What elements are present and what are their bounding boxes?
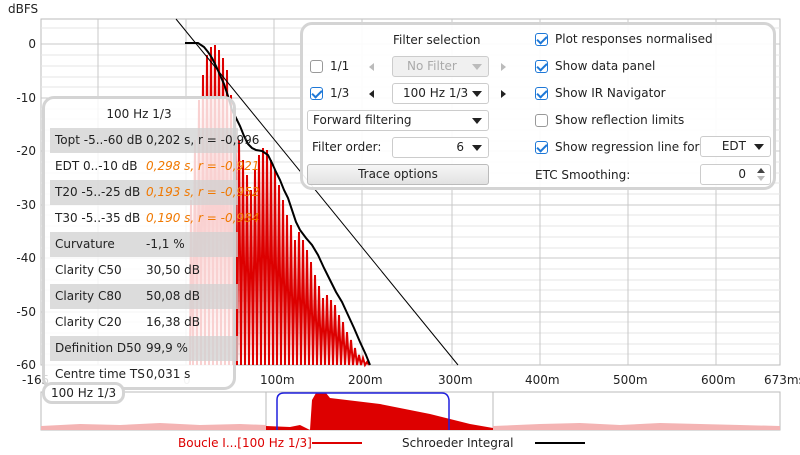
x-tick: 600m xyxy=(701,373,736,387)
data-row-curvature: Curvature -1,1 % xyxy=(50,232,238,257)
data-row-edt: EDT 0..-10 dB 0,298 s, r = -0,921 xyxy=(50,154,259,179)
show-regression-label: Show regression line for: xyxy=(555,140,704,154)
data-row-ts: Centre time TS 0,031 s xyxy=(50,362,238,387)
spin-up-icon[interactable] xyxy=(757,168,765,173)
navigator-trace xyxy=(266,393,493,430)
data-panel-title: 100 Hz 1/3 xyxy=(106,107,172,121)
data-row-d50: Definition D50 99,9 % xyxy=(50,336,238,361)
data-label: T20 -5..-25 dB xyxy=(55,185,141,199)
data-value: 0,193 s, r = -0,952 xyxy=(146,185,260,199)
data-label: Definition D50 xyxy=(55,341,142,355)
etc-curve-series xyxy=(189,44,370,368)
x-tick: 500m xyxy=(613,373,648,387)
data-value: 0,190 s, r = -0,984 xyxy=(146,211,260,225)
filter-1-3-value: 100 Hz 1/3 xyxy=(403,86,469,100)
filtering-mode-select[interactable]: Forward filtering xyxy=(307,110,489,131)
prev-filter-1-3-icon[interactable] xyxy=(369,90,374,98)
filtering-mode-value: Forward filtering xyxy=(313,113,412,127)
data-panel[interactable]: 100 Hz 1/3 Topt -5..-60 dB 0,202 s, r = … xyxy=(42,96,259,390)
filter-1-3-select[interactable]: 100 Hz 1/3 xyxy=(392,83,489,104)
x-tick: 400m xyxy=(525,373,560,387)
prev-filter-1-1-icon[interactable] xyxy=(369,63,374,71)
show-ir-navigator-checkbox[interactable] xyxy=(535,87,548,100)
x-tick: 100m xyxy=(260,373,295,387)
show-data-panel-checkbox[interactable] xyxy=(535,60,548,73)
data-value: -1,1 % xyxy=(146,237,185,251)
filter-1-1-select[interactable]: No Filter xyxy=(392,56,489,77)
data-value: 0,031 s xyxy=(146,367,191,381)
data-value: 99,9 % xyxy=(146,341,188,355)
data-row-t30: T30 -5..-35 dB 0,190 s, r = -0,984 xyxy=(50,206,259,231)
octave-1-1-label: 1/1 xyxy=(330,59,350,73)
x-tick: 200m xyxy=(348,373,383,387)
filter-order-value: 6 xyxy=(456,140,464,154)
show-data-panel-label: Show data panel xyxy=(555,59,656,73)
ir-navigator-label: 100 Hz 1/3 xyxy=(42,382,126,404)
trace-options-button[interactable]: Trace options xyxy=(307,164,489,185)
chevron-down-icon xyxy=(472,64,482,70)
octave-1-3-checkbox[interactable] xyxy=(310,87,323,100)
chevron-down-icon xyxy=(472,118,482,124)
filter-order-label: Filter order: xyxy=(312,140,382,154)
graph-controls-panel: Filter selection 1/1 No Filter 1/3 100 H… xyxy=(300,22,776,190)
y-tick: -60 xyxy=(16,358,36,372)
data-value: 0,298 s, r = -0,921 xyxy=(146,159,260,173)
legend-etc-label: Boucle I...[100 Hz 1/3] xyxy=(178,436,312,450)
y-tick: -30 xyxy=(16,198,36,212)
data-value: 50,08 dB xyxy=(146,289,201,303)
navigator-noise xyxy=(41,423,780,430)
show-reflection-limits-label: Show reflection limits xyxy=(555,113,685,127)
regression-line xyxy=(175,18,459,366)
filter-selection-title: Filter selection xyxy=(393,33,481,47)
data-row-t20: T20 -5..-25 dB 0,193 s, r = -0,952 xyxy=(50,180,259,205)
schroeder-curve xyxy=(185,42,371,366)
octave-1-3-label: 1/3 xyxy=(330,86,350,100)
data-label: T30 -5..-35 dB xyxy=(55,211,141,225)
data-row-c20: Clarity C20 16,38 dB xyxy=(50,310,238,335)
data-label: EDT 0..-10 dB xyxy=(55,159,138,173)
data-value: 16,38 dB xyxy=(146,315,201,329)
regression-type-select[interactable]: EDT xyxy=(700,136,771,157)
regression-type-value: EDT xyxy=(721,139,746,153)
chevron-down-icon xyxy=(472,91,482,97)
data-row-topt: Topt -5..-60 dB 0,202 s, r = -0,996 xyxy=(50,128,259,153)
data-row-c50: Clarity C50 30,50 dB xyxy=(50,258,238,283)
data-label: Centre time TS xyxy=(55,367,145,381)
next-filter-1-1-icon[interactable] xyxy=(501,63,506,71)
data-value: 0,202 s, r = -0,996 xyxy=(146,133,260,147)
x-tick: 300m xyxy=(438,373,473,387)
chevron-down-icon xyxy=(754,144,764,150)
data-row-c80: Clarity C80 50,08 dB xyxy=(50,284,238,309)
y-axis-unit: dBFS xyxy=(8,2,39,16)
show-regression-checkbox[interactable] xyxy=(535,141,548,154)
legend-schroeder-label: Schroeder Integral xyxy=(402,436,514,450)
data-label: Topt -5..-60 dB xyxy=(55,133,143,147)
navigator-selection xyxy=(276,392,450,430)
y-tick: -20 xyxy=(16,144,36,158)
data-label: Clarity C20 xyxy=(55,315,122,329)
filter-order-select[interactable]: 6 xyxy=(392,137,489,158)
data-value: 30,50 dB xyxy=(146,263,201,277)
x-tick: 673ms xyxy=(764,373,800,387)
data-label: Curvature xyxy=(55,237,115,251)
plot-normalised-checkbox[interactable] xyxy=(535,33,548,46)
spin-down-icon[interactable] xyxy=(757,176,765,181)
data-label: Clarity C80 xyxy=(55,289,122,303)
data-label: Clarity C50 xyxy=(55,263,122,277)
plot-normalised-label: Plot responses normalised xyxy=(555,32,713,46)
next-filter-1-3-icon[interactable] xyxy=(501,90,506,98)
y-tick: -50 xyxy=(16,305,36,319)
show-ir-navigator-label: Show IR Navigator xyxy=(555,86,666,100)
etc-smoothing-spinner[interactable]: 0 xyxy=(700,164,771,185)
y-tick: -10 xyxy=(16,91,36,105)
filter-1-1-value: No Filter xyxy=(407,59,457,73)
etc-smoothing-value: 0 xyxy=(738,167,746,181)
y-tick: -40 xyxy=(16,251,36,265)
octave-1-1-checkbox[interactable] xyxy=(310,60,323,73)
chevron-down-icon xyxy=(472,145,482,151)
etc-smoothing-label: ETC Smoothing: xyxy=(535,168,631,182)
y-tick: 0 xyxy=(28,37,36,51)
show-reflection-limits-checkbox[interactable] xyxy=(535,114,548,127)
